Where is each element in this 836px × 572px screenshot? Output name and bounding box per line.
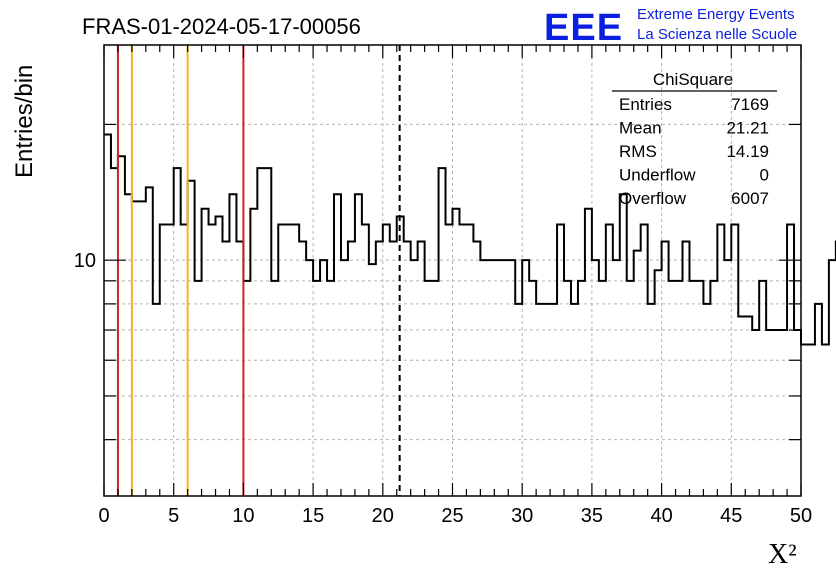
x-tick-label: 20 xyxy=(372,505,394,527)
axis-ticks xyxy=(103,45,802,496)
eee-logo: EEE Extreme Energy Events La Scienza nel… xyxy=(544,6,797,49)
x-tick-label: 0 xyxy=(98,505,109,527)
stats-value: 0 xyxy=(760,166,769,185)
stats-label: Overflow xyxy=(619,189,687,208)
grid xyxy=(104,45,801,496)
x-tick-label: 35 xyxy=(581,505,603,527)
x-tick-label: 25 xyxy=(441,505,463,527)
x-tick-label: 50 xyxy=(790,505,812,527)
y-axis-title: Entries/bin xyxy=(11,65,38,178)
stats-label: Entries xyxy=(619,95,672,114)
histogram xyxy=(104,133,836,346)
stats-rows: Entries 7169 Mean 21.21 RMS 14.19 Underflow 0 Ov… xyxy=(619,95,769,208)
stats-value: 7169 xyxy=(731,95,769,114)
stats-value: 6007 xyxy=(731,189,769,208)
stats-label: RMS xyxy=(619,142,657,161)
x-tick-labels: 0 5 10 15 20 25 30 35 40 45 50 xyxy=(98,505,812,527)
x-tick-label: 5 xyxy=(168,505,179,527)
x-tick-label: 30 xyxy=(511,505,533,527)
logo-line-2: La Scienza nelle Scuole xyxy=(637,26,797,43)
x-axis-title: X² xyxy=(768,539,797,570)
logo-mark: EEE xyxy=(544,7,623,49)
stats-box: ChiSquare Entries 7169 Mean 21.21 RMS 14.19 Un… xyxy=(612,70,777,208)
chart-title: FRAS-01-2024-05-17-00056 xyxy=(82,14,361,39)
x-tick-label: 45 xyxy=(720,505,742,527)
logo-line-1: Extreme Energy Events xyxy=(637,6,795,23)
stats-title: ChiSquare xyxy=(653,70,733,89)
cut-lines xyxy=(116,45,401,496)
stats-value: 21.21 xyxy=(726,119,769,138)
histogram-line xyxy=(104,133,836,346)
y-tick-label: 10 xyxy=(74,250,96,272)
stats-label: Underflow xyxy=(619,166,696,185)
y-tick-labels: 10 xyxy=(74,250,96,272)
x-tick-label: 10 xyxy=(232,505,254,527)
stats-label: Mean xyxy=(619,119,662,138)
x-tick-label: 40 xyxy=(650,505,672,527)
x-tick-label: 15 xyxy=(302,505,324,527)
stats-value: 14.19 xyxy=(726,142,769,161)
